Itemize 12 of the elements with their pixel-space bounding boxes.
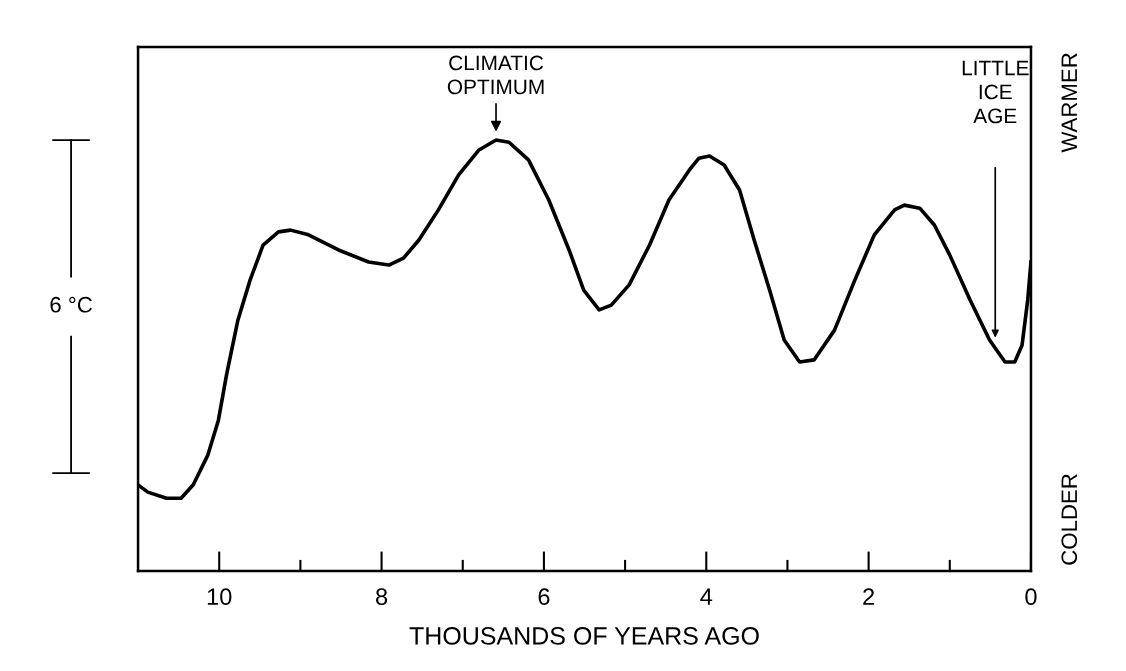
x-tick-label: 2 [863, 588, 874, 605]
text: LITTLE ICE AGE [962, 60, 1029, 124]
text: 6 °C [50, 296, 92, 313]
x-tick-label: 0 [1025, 588, 1037, 606]
x-tick-label: 4 [700, 588, 713, 605]
x-tick-label: 10 [207, 588, 232, 606]
x-tick-label: 8 [376, 588, 388, 606]
text: COLDER [1061, 474, 1078, 565]
annotation: CLIMATIC OPTIMUM [447, 55, 544, 95]
x-axis-title: THOUSANDS OF YEARS AGO [409, 627, 759, 645]
text: WARMER [1061, 53, 1077, 153]
x-tick-label: 6 [538, 588, 550, 606]
